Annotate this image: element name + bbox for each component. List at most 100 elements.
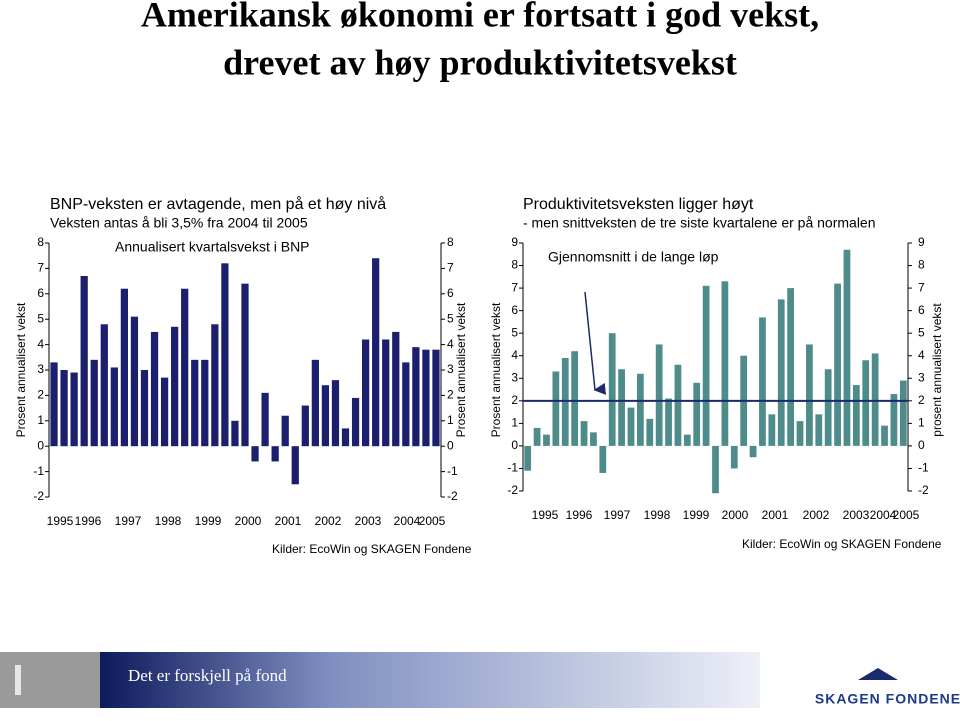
y2-tick-label: -1 [447, 464, 458, 478]
bar [191, 359, 199, 447]
bar [80, 276, 88, 447]
y2-tick-label: 5 [918, 325, 925, 339]
x-tick-label: 2004 [870, 508, 897, 522]
bar [590, 432, 597, 446]
x-tick-label: 1995 [532, 508, 559, 522]
bar [281, 415, 289, 447]
y2-tick-label: 0 [918, 438, 925, 452]
x-tick-label: 2001 [275, 514, 302, 528]
x-tick-label: 2003 [843, 508, 870, 522]
bar [571, 351, 579, 446]
bar [561, 357, 569, 446]
x-tick-label: 2000 [722, 508, 749, 522]
y2-tick-label: 2 [447, 388, 454, 402]
bar [749, 445, 757, 458]
x-tick-label: 2003 [355, 514, 382, 528]
bar [674, 364, 682, 446]
y-tick-label: 0 [511, 438, 518, 452]
y-tick-label: -2 [507, 483, 518, 497]
y-tick-label: 9 [511, 235, 518, 249]
y2-tick-label: 5 [447, 311, 454, 325]
bar [241, 283, 249, 447]
bar [899, 380, 907, 446]
x-tick-label: 1996 [566, 508, 593, 522]
y-tick-label: -1 [33, 464, 44, 478]
bar [636, 373, 644, 446]
y-tick-label: 8 [37, 235, 44, 249]
y-tick-label: 0 [37, 438, 44, 452]
x-tick-label: 2005 [419, 514, 446, 528]
y-tick-label: -1 [507, 461, 518, 475]
bar [777, 299, 785, 446]
y2-tick-label: -2 [447, 489, 458, 503]
bar [201, 359, 209, 447]
y2-tick-label: 3 [918, 370, 925, 384]
bar [881, 425, 888, 446]
bar [702, 285, 710, 446]
source: Kilder: EcoWin og SKAGEN Fondene [272, 542, 472, 556]
bar [110, 367, 118, 447]
bar [712, 445, 719, 494]
y-tick-label: 4 [511, 348, 518, 362]
y-axis-title: Prosent annualisert vekst [14, 302, 28, 437]
bar [552, 371, 560, 446]
bar [412, 347, 420, 447]
bar [321, 385, 330, 447]
y2-tick-label: -2 [918, 483, 929, 497]
y2-tick-label: 8 [447, 235, 454, 249]
bar [693, 382, 701, 446]
bar [160, 377, 169, 447]
chart-title: Produktivitetsveksten ligger høyt [523, 196, 754, 213]
x-tick-label: 2002 [315, 514, 342, 528]
y-tick-label: 5 [37, 311, 44, 325]
bar [140, 370, 149, 447]
y2-tick-label: 8 [918, 258, 925, 272]
bar [382, 339, 390, 447]
chart-subtitle: Veksten antas å bli 3,5% fra 2004 til 20… [50, 215, 308, 231]
bar [843, 249, 851, 446]
bar [824, 369, 832, 446]
bar [311, 359, 319, 447]
x-tick-label: 1996 [75, 514, 102, 528]
y2-tick-label: -1 [918, 461, 929, 475]
y-tick-label: 1 [511, 416, 518, 430]
bar [683, 434, 691, 446]
y-tick-label: 5 [511, 325, 518, 339]
inner-label: Annualisert kvartalsvekst i BNP [115, 239, 310, 255]
x-tick-label: 1995 [47, 514, 74, 528]
y-tick-label: 6 [511, 303, 518, 317]
bar [372, 258, 380, 447]
bar [768, 414, 776, 446]
bar [580, 421, 588, 446]
bar [100, 324, 108, 447]
x-tick-label: 2004 [394, 514, 421, 528]
bar [392, 331, 400, 447]
y-tick-label: 6 [37, 286, 44, 300]
y-axis-title: Prosent annualisert vekst [489, 302, 503, 437]
y-tick-label: 3 [37, 362, 44, 376]
bar [646, 418, 654, 446]
y2-tick-label: 7 [447, 261, 454, 275]
y2-tick-label: 0 [447, 438, 454, 452]
x-tick-label: 1999 [683, 508, 710, 522]
bar [665, 398, 672, 446]
chart-title: BNP-veksten er avtagende, men på et høy … [50, 195, 386, 213]
bar [130, 316, 139, 447]
slide-title: drevet av høy produktivitetsvekst [223, 42, 737, 82]
y2-tick-label: 2 [918, 393, 925, 407]
bar [50, 362, 58, 447]
bar [533, 427, 541, 446]
bar [351, 397, 360, 447]
y-tick-label: 2 [37, 388, 44, 402]
bar [422, 349, 430, 447]
y2-tick-label: 6 [918, 303, 925, 317]
y-tick-label: 2 [511, 393, 518, 407]
bar [759, 317, 766, 446]
bar [655, 344, 663, 446]
y2-tick-label: 4 [447, 337, 454, 351]
bar [730, 445, 738, 469]
reference-label: Gjennomsnitt i de lange løp [548, 249, 719, 265]
footer-text: Det er forskjell på fond [128, 666, 287, 685]
x-tick-label: 1997 [604, 508, 631, 522]
